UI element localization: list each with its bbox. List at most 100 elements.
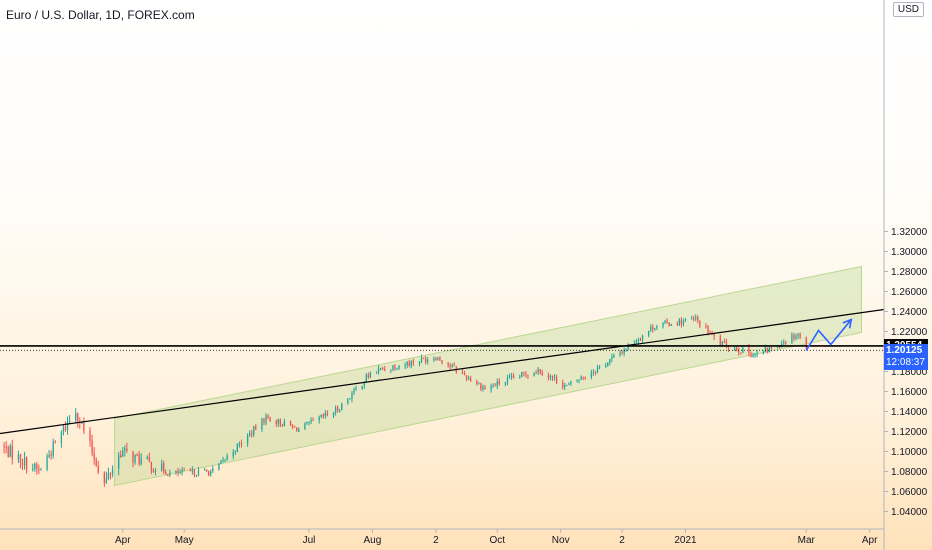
candle-body [527, 375, 529, 377]
candle-body [420, 357, 423, 362]
time-tick-label: 2 [619, 535, 625, 546]
candle-body [797, 334, 799, 336]
candle-body [334, 407, 337, 413]
candle-body [154, 470, 157, 473]
candle-body [195, 475, 198, 477]
candle-body [406, 362, 408, 365]
last-price-tag: 1.20125 12:08:37 [884, 344, 928, 371]
candle-body [508, 376, 511, 379]
candle-body [521, 372, 523, 377]
candle-body [754, 354, 756, 356]
candle-body [490, 385, 492, 390]
candle-body [206, 469, 208, 472]
candle-body [441, 360, 443, 364]
candle-body [48, 454, 50, 457]
candle-body [351, 393, 353, 399]
price-axis[interactable]: 1.04000 1.06000 1.08000 1.10000 1.12000 1.140… [883, 0, 928, 550]
candle-body [19, 454, 22, 464]
candle-body [289, 421, 292, 426]
price-channel[interactable] [114, 265, 862, 487]
price-tick-label: 1.18000 [891, 367, 928, 378]
candle-body [621, 352, 623, 354]
time-axis[interactable]: Apr May Jul Aug 2 Oct Nov 2 2021 Mar Apr [0, 528, 884, 546]
candle-body [68, 420, 71, 423]
price-tick-label: 1.08000 [891, 467, 928, 478]
price-tick-label: 1.14000 [891, 407, 928, 418]
price-tick-label: 1.30000 [891, 247, 928, 258]
time-tick-label: 2021 [674, 535, 697, 546]
candle-body [304, 423, 306, 430]
candle-body [89, 430, 91, 441]
candle-body [5, 446, 7, 448]
candle-body [418, 362, 421, 364]
candle-body [553, 377, 556, 379]
candle-body [576, 380, 578, 382]
candle-body [482, 387, 484, 390]
drawings[interactable] [0, 308, 885, 435]
candle-body [232, 452, 234, 457]
candle-body [326, 413, 329, 415]
candle-body [776, 346, 779, 348]
candle-body [785, 342, 787, 344]
candle-body [447, 363, 449, 366]
candle-body [492, 385, 494, 387]
candle-body [179, 472, 181, 474]
candle-body [664, 320, 666, 323]
price-tick-label: 1.32000 [891, 227, 928, 238]
candle-body [770, 347, 773, 349]
chart-title: Euro / U.S. Dollar, 1D, FOREX.com [6, 8, 195, 22]
candle-body [11, 445, 13, 460]
candle-body [736, 348, 738, 351]
candle-body [580, 376, 582, 380]
candle-body [77, 413, 79, 422]
candle-body [169, 472, 171, 476]
currency-badge[interactable]: USD [892, 2, 924, 17]
candle-body [564, 385, 566, 388]
candle-body [465, 375, 468, 379]
candle-body [312, 419, 314, 421]
candle-body [3, 445, 5, 447]
price-tick-label: 1.28000 [891, 267, 928, 278]
arrow-head [842, 318, 853, 329]
candle-body [451, 365, 453, 367]
candle-body [183, 469, 185, 471]
candle-body [25, 457, 28, 470]
price-tick-label: 1.16000 [891, 387, 928, 398]
candle-body [218, 463, 220, 470]
candle-body [291, 426, 294, 428]
candle-body [742, 347, 744, 353]
candle-body [533, 372, 535, 377]
candle-body [111, 469, 114, 475]
candle-body [594, 371, 597, 373]
candle-body [398, 366, 400, 370]
candle-body [605, 365, 607, 367]
candle-body [189, 470, 191, 472]
candle-body [126, 448, 128, 451]
price-tick-label: 1.22000 [891, 327, 928, 338]
candle-body [124, 448, 126, 452]
candle-body [324, 413, 327, 417]
candle-body [670, 324, 672, 326]
candle-body [318, 416, 320, 421]
candle-body [23, 457, 26, 465]
candle-body [138, 454, 140, 465]
candle-body [750, 353, 752, 357]
candle-body [637, 339, 640, 342]
time-tick-label: Apr [862, 535, 878, 546]
bar-countdown: 12:08:37 [886, 357, 925, 369]
candle-body [384, 369, 386, 371]
candle-body [267, 415, 269, 418]
candle-body [768, 347, 771, 352]
candle-body [167, 474, 169, 476]
candle-body [762, 352, 764, 354]
candle-body [719, 336, 721, 346]
candle-body [181, 470, 183, 473]
candle-body [54, 441, 56, 443]
candle-body [578, 379, 580, 381]
candle-body [727, 347, 730, 349]
candle-body [721, 341, 724, 346]
candle-body [281, 425, 284, 427]
candle-body [695, 317, 697, 319]
